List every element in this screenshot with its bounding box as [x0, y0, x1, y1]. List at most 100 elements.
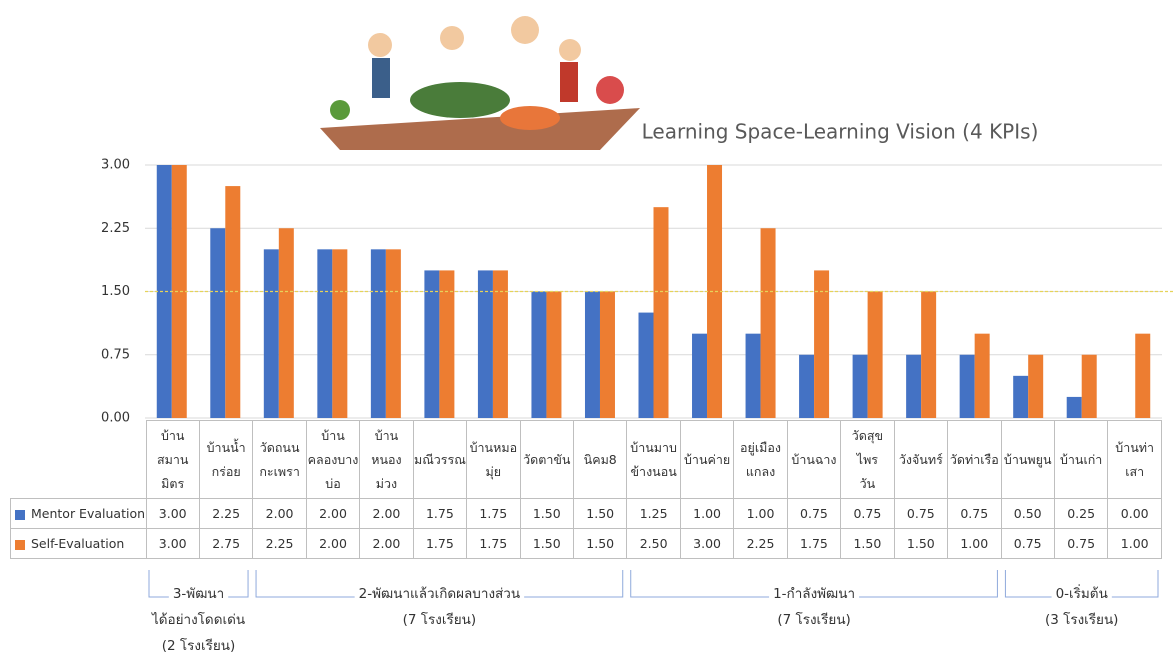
group-label: (7 โรงเรียน) [403, 611, 477, 628]
x-tick-label: บ้านค่าย [680, 421, 733, 499]
x-tick-label: บ้านเก่า [1054, 421, 1107, 499]
bar [157, 165, 172, 418]
data-cell: 2.75 [199, 529, 252, 559]
data-cell: 1.50 [841, 529, 894, 559]
group-label: 2-พัฒนาแล้วเกิดผลบางส่วน [359, 586, 520, 602]
x-tick-label: บ้านพยูน [1001, 421, 1054, 499]
corner-cell [11, 421, 147, 499]
bar [814, 270, 829, 418]
bar [906, 355, 921, 418]
y-tick-label: 1.50 [101, 284, 130, 299]
bar [210, 228, 225, 418]
legend-entry: Mentor Evaluation [11, 499, 147, 529]
data-cell: 1.50 [574, 529, 627, 559]
bar [172, 165, 187, 418]
data-cell: 1.50 [574, 499, 627, 529]
x-tick-label: วัดท่าเรือ [948, 421, 1001, 499]
bar [1082, 355, 1097, 418]
bar [546, 292, 561, 419]
data-cell: 2.25 [734, 529, 787, 559]
data-cell: 1.00 [680, 499, 733, 529]
data-cell: 0.75 [841, 499, 894, 529]
data-table: บ้าน สมาน มิตรบ้านน้ำ กร่อยวัดถนน กะเพรา… [10, 420, 1162, 559]
data-cell: 1.25 [627, 499, 680, 529]
illustration [320, 16, 640, 150]
bar [424, 270, 439, 418]
x-tick-label: บ้านมาบ ข้างนอน [627, 421, 680, 499]
data-cell: 1.75 [467, 499, 520, 529]
x-tick-label: บ้าน หนอง ม่วง [360, 421, 413, 499]
bar [853, 355, 868, 418]
data-cell: 0.75 [1001, 529, 1054, 559]
data-cell: 0.75 [787, 499, 840, 529]
data-cell: 2.00 [253, 499, 306, 529]
data-cell: 3.00 [146, 529, 199, 559]
bar [531, 292, 546, 419]
bar [639, 313, 654, 418]
bar [799, 355, 814, 418]
bar [225, 186, 240, 418]
bar [1067, 397, 1082, 418]
data-cell: 1.50 [520, 499, 573, 529]
bar [317, 249, 332, 418]
legend-swatch [15, 540, 25, 550]
bar [654, 207, 669, 418]
group-label: ได้อย่างโดดเด่น [151, 611, 245, 628]
group-label: (2 โรงเรียน) [162, 637, 236, 654]
bar [761, 228, 776, 418]
category-row: บ้าน สมาน มิตรบ้านน้ำ กร่อยวัดถนน กะเพรา… [11, 421, 1162, 499]
bar [439, 270, 454, 418]
bar [279, 228, 294, 418]
data-cell: 1.00 [1108, 529, 1162, 559]
bar [332, 249, 347, 418]
bar [585, 292, 600, 419]
bar [493, 270, 508, 418]
data-cell: 1.75 [467, 529, 520, 559]
x-tick-label: วังจันทร์ [894, 421, 947, 499]
chart-title: Learning Space-Learning Vision (4 KPIs) [642, 120, 1039, 144]
x-tick-label: บ้านท่า เสา [1108, 421, 1162, 499]
data-cell: 2.25 [253, 529, 306, 559]
data-cell: 2.00 [306, 499, 359, 529]
data-cell: 0.75 [1054, 529, 1107, 559]
data-cell: 2.00 [360, 529, 413, 559]
bar [960, 355, 975, 418]
group-label: 0-เริ่มต้น [1056, 584, 1108, 602]
bar [600, 292, 615, 419]
legend-swatch [15, 510, 25, 520]
data-cell: 1.75 [413, 529, 466, 559]
bar [264, 249, 279, 418]
data-cell: 1.50 [894, 529, 947, 559]
group-label: 1-กำลังพัฒนา [773, 586, 855, 602]
page: Learning Space-Learning Vision (4 KPIs) … [0, 0, 1175, 654]
x-tick-label: บ้านหมอ มุ่ย [467, 421, 520, 499]
y-tick-label: 0.75 [101, 347, 130, 362]
group-label: 3-พัฒนา [173, 586, 224, 602]
data-cell: 1.00 [734, 499, 787, 529]
data-cell: 1.50 [520, 529, 573, 559]
x-tick-label: มณีวรรณ [413, 421, 466, 499]
x-tick-label: วัดสุขไพร วัน [841, 421, 894, 499]
bar [1013, 376, 1028, 418]
bar [975, 334, 990, 418]
data-cell: 2.25 [199, 499, 252, 529]
legend-label: Mentor Evaluation [31, 506, 145, 521]
bar [371, 249, 386, 418]
legend-label: Self-Evaluation [31, 536, 124, 551]
bar [921, 292, 936, 419]
data-cell: 0.75 [894, 499, 947, 529]
data-cell: 2.00 [306, 529, 359, 559]
data-cell: 2.00 [360, 499, 413, 529]
data-cell: 0.25 [1054, 499, 1107, 529]
x-tick-label: วัดถนน กะเพรา [253, 421, 306, 499]
bar [707, 165, 722, 418]
data-cell: 1.75 [413, 499, 466, 529]
data-cell: 3.00 [680, 529, 733, 559]
data-cell: 0.75 [948, 499, 1001, 529]
data-cell: 2.50 [627, 529, 680, 559]
x-tick-label: บ้าน สมาน มิตร [146, 421, 199, 499]
data-cell: 3.00 [146, 499, 199, 529]
x-tick-label: บ้านน้ำ กร่อย [199, 421, 252, 499]
